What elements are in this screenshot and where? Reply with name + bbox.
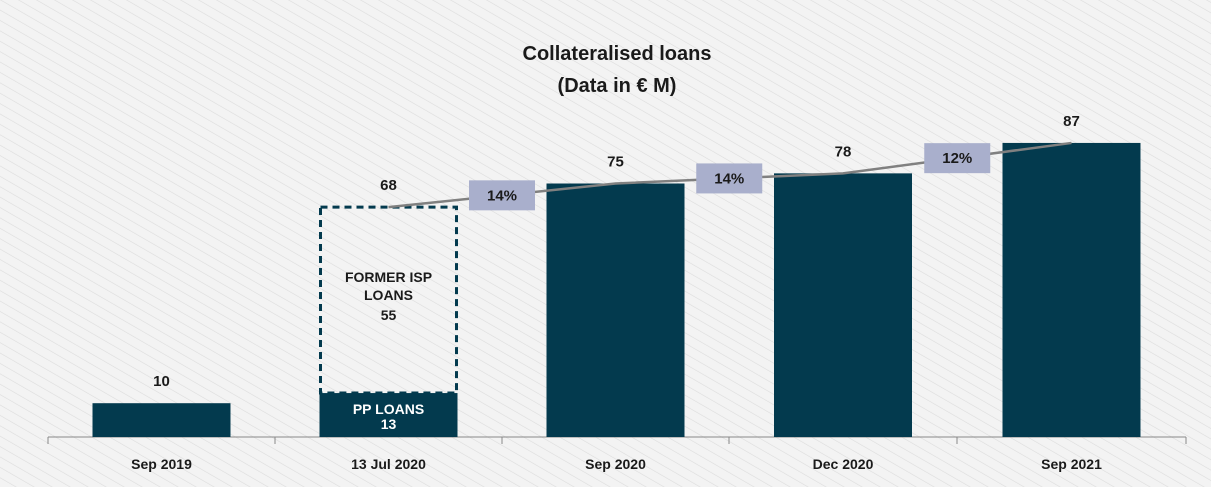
segment-label: PP LOANS (353, 401, 424, 417)
growth-label-box (469, 180, 535, 211)
bar-value-label: 10 (153, 373, 170, 390)
bar (1002, 142, 1141, 437)
growth-label: 14% (714, 170, 744, 187)
chart-subtitle: (Data in € M) (558, 75, 677, 97)
x-tick-label: Sep 2019 (131, 456, 192, 472)
segment-value-label: 55 (381, 307, 397, 323)
growth-label: 14% (487, 187, 517, 204)
bar-segment-solid (319, 393, 458, 437)
plot-area: Sep 2019 13 Jul 2020 Sep 2020 Dec 2020 Sep 2… (47, 113, 1187, 472)
bar-segment-dashed (319, 205, 458, 395)
chart-title: Collateralised loans (523, 43, 712, 65)
growth-label: 12% (942, 150, 972, 167)
bar-value-label: 78 (835, 143, 852, 160)
x-tick-label: Sep 2020 (585, 456, 646, 472)
segment-value-label: 13 (381, 416, 397, 432)
bar (92, 403, 231, 437)
x-tick-label: 13 Jul 2020 (351, 456, 426, 472)
growth-label-box (696, 163, 763, 194)
x-tick-label: Dec 2020 (813, 456, 874, 472)
growth-label-box (924, 143, 991, 174)
bar-value-label: 87 (1063, 113, 1080, 130)
bar (546, 183, 685, 437)
segment-label: FORMER ISP (345, 269, 432, 285)
segment-label: LOANS (364, 287, 413, 303)
bar-value-label: 75 (607, 154, 624, 171)
bar-value-label: 68 (380, 177, 397, 194)
x-tick-label: Sep 2021 (1041, 456, 1102, 472)
bar (774, 173, 912, 438)
